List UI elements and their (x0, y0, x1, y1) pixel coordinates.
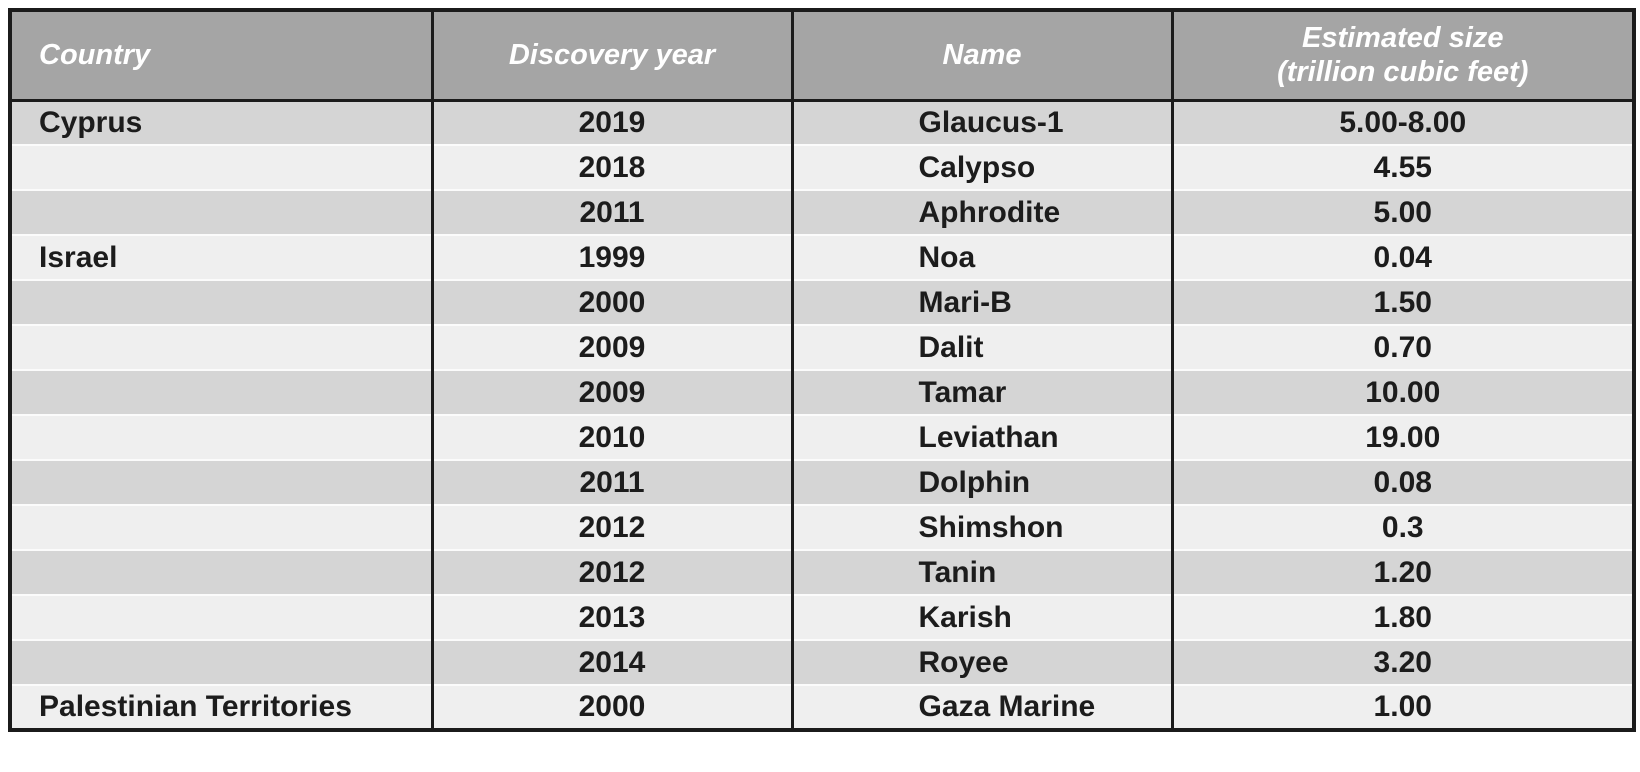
country-cell (10, 414, 432, 460)
name-cell: Tanin (790, 549, 1172, 595)
year-cell: 2009 (430, 324, 792, 370)
table-row: 2009 Dalit 0.70 (10, 324, 1634, 370)
name-cell: Royee (790, 639, 1172, 685)
estimated-size-label-line2: (trillion cubic feet) (1277, 56, 1529, 89)
column-header-discovery-year: Discovery year (430, 10, 792, 102)
size-cell: 0.08 (1170, 459, 1634, 505)
country-cell (10, 639, 432, 685)
table-row: 2011 Aphrodite 5.00 (10, 189, 1634, 235)
size-cell: 5.00-8.00 (1170, 100, 1634, 145)
table-row: 2014 Royee 3.20 (10, 639, 1634, 685)
name-cell: Glaucus-1 (790, 100, 1172, 145)
year-cell: 2009 (430, 369, 792, 415)
table-row: Israel 1999 Noa 0.04 (10, 234, 1634, 280)
table-row: Palestinian Territories 2000 Gaza Marine… (10, 684, 1634, 730)
size-cell: 5.00 (1170, 189, 1634, 235)
table-row: 2011 Dolphin 0.08 (10, 459, 1634, 505)
size-cell: 0.70 (1170, 324, 1634, 370)
table-row: 2009 Tamar 10.00 (10, 369, 1634, 415)
country-cell (10, 324, 432, 370)
year-cell: 2014 (430, 639, 792, 685)
table-row: 2018 Calypso 4.55 (10, 144, 1634, 190)
size-cell: 3.20 (1170, 639, 1634, 685)
estimated-size-label-line1: Estimated size (1302, 22, 1504, 55)
country-cell: Israel (10, 234, 432, 280)
name-cell: Dolphin (790, 459, 1172, 505)
size-cell: 1.20 (1170, 549, 1634, 595)
year-cell: 2011 (430, 459, 792, 505)
year-cell: 2000 (430, 684, 792, 730)
name-cell: Karish (790, 594, 1172, 640)
name-cell: Shimshon (790, 504, 1172, 550)
year-cell: 2012 (430, 504, 792, 550)
size-cell: 19.00 (1170, 414, 1634, 460)
name-cell: Dalit (790, 324, 1172, 370)
country-cell (10, 279, 432, 325)
year-cell: 2000 (430, 279, 792, 325)
name-cell: Noa (790, 234, 1172, 280)
name-cell: Gaza Marine (790, 684, 1172, 730)
column-header-country: Country (10, 10, 432, 102)
name-cell: Aphrodite (790, 189, 1172, 235)
table-row: 2000 Mari-B 1.50 (10, 279, 1634, 325)
table-row: 2010 Leviathan 19.00 (10, 414, 1634, 460)
country-cell (10, 144, 432, 190)
column-header-estimated-size: Estimated size (trillion cubic feet) (1170, 10, 1634, 102)
country-cell (10, 459, 432, 505)
year-cell: 2010 (430, 414, 792, 460)
table-row: 2012 Shimshon 0.3 (10, 504, 1634, 550)
name-cell: Mari-B (790, 279, 1172, 325)
size-cell: 4.55 (1170, 144, 1634, 190)
name-cell: Tamar (790, 369, 1172, 415)
year-cell: 2019 (430, 100, 792, 145)
table-row: Cyprus 2019 Glaucus-1 5.00-8.00 (10, 100, 1634, 145)
country-cell (10, 594, 432, 640)
size-cell: 10.00 (1170, 369, 1634, 415)
country-cell (10, 549, 432, 595)
size-cell: 1.00 (1170, 684, 1634, 730)
size-cell: 0.04 (1170, 234, 1634, 280)
header-row: Country Discovery year Name Estimated si… (10, 10, 1634, 102)
country-cell: Palestinian Territories (10, 684, 432, 730)
country-cell: Cyprus (10, 100, 432, 145)
year-cell: 2013 (430, 594, 792, 640)
year-cell: 2011 (430, 189, 792, 235)
column-header-name: Name (790, 10, 1172, 102)
country-cell (10, 504, 432, 550)
year-cell: 1999 (430, 234, 792, 280)
gas-fields-table: Country Discovery year Name Estimated si… (8, 8, 1636, 732)
size-cell: 1.50 (1170, 279, 1634, 325)
year-cell: 2012 (430, 549, 792, 595)
size-cell: 0.3 (1170, 504, 1634, 550)
size-cell: 1.80 (1170, 594, 1634, 640)
table-row: 2013 Karish 1.80 (10, 594, 1634, 640)
country-cell (10, 369, 432, 415)
year-cell: 2018 (430, 144, 792, 190)
country-cell (10, 189, 432, 235)
name-cell: Calypso (790, 144, 1172, 190)
table-row: 2012 Tanin 1.20 (10, 549, 1634, 595)
name-cell: Leviathan (790, 414, 1172, 460)
